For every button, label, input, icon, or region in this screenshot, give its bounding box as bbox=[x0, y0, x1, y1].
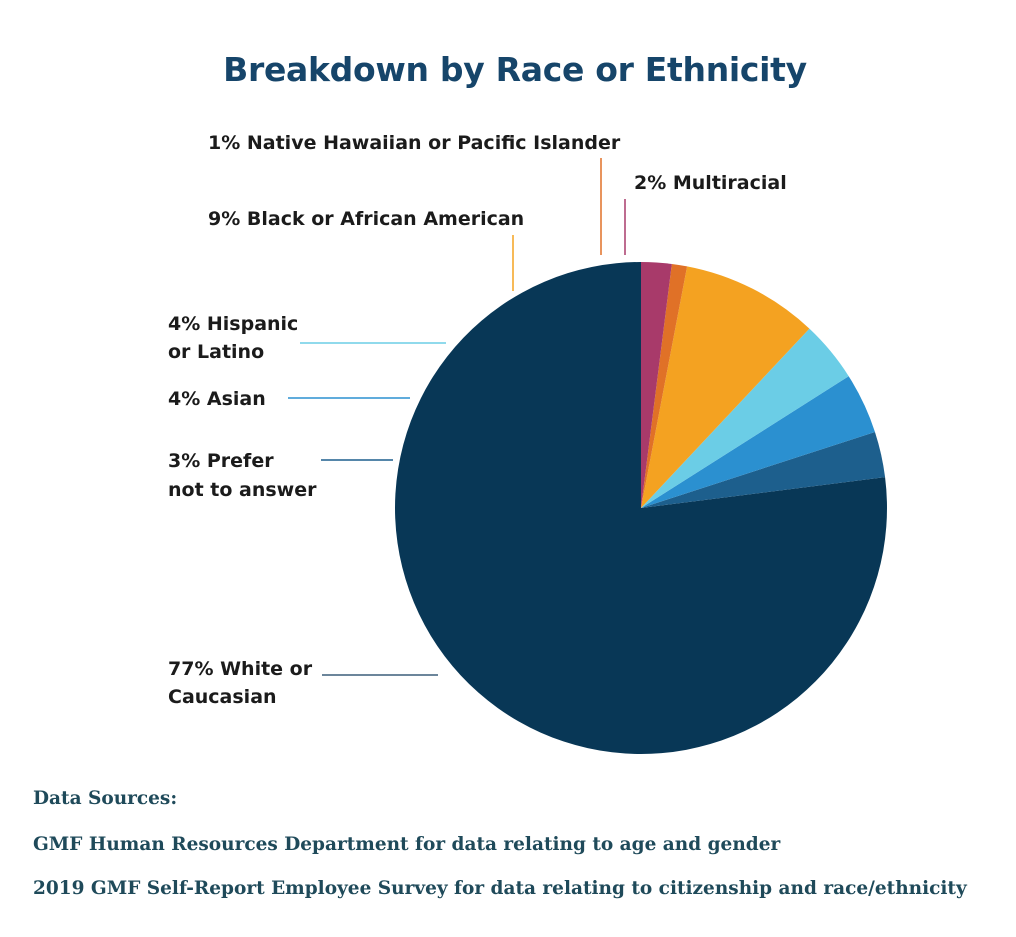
pie-slices bbox=[394, 262, 887, 754]
pie-slice-nhpi bbox=[641, 263, 688, 508]
chart-title: Breakdown by Race or Ethnicity bbox=[223, 50, 807, 89]
sources-heading: Data Sources: bbox=[33, 788, 178, 809]
label-asian: 4% Asian bbox=[168, 388, 266, 410]
label-hispanic: 4% Hispanic or Latino bbox=[168, 313, 305, 363]
label-prefer: 3% Prefer not to answer bbox=[168, 450, 317, 501]
label-black: 9% Black or African American bbox=[208, 208, 524, 230]
pie-slice-prefer bbox=[641, 431, 886, 508]
label-multi: 2% Multiracial bbox=[634, 172, 787, 194]
sources-line-1: GMF Human Resources Department for data … bbox=[33, 834, 781, 855]
slice-labels: 1% Native Hawaiian or Pacific Islander 2… bbox=[168, 132, 787, 708]
pie-slice-asian bbox=[641, 376, 875, 508]
sources-line-2: 2019 GMF Self-Report Employee Survey for… bbox=[33, 878, 967, 899]
pie-slice-black bbox=[641, 266, 810, 508]
leader-lines bbox=[288, 158, 626, 676]
pie-slice-multi bbox=[641, 262, 672, 508]
pie-slice-white bbox=[394, 262, 887, 754]
label-white: 77% White or Caucasian bbox=[168, 658, 319, 708]
label-nhpi: 1% Native Hawaiian or Pacific Islander bbox=[208, 132, 621, 154]
pie-slice-hispanic bbox=[641, 328, 849, 508]
